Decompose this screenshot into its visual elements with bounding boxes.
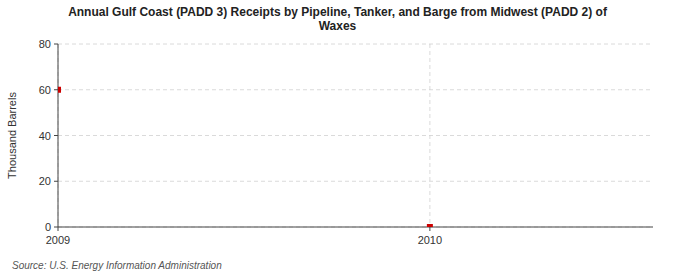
chart-title-line: Waxes — [319, 19, 357, 33]
grid-line-x — [429, 44, 430, 227]
grid-line-y — [58, 44, 653, 45]
y-tick — [54, 44, 58, 45]
data-point — [58, 87, 61, 93]
chart-title-line: Annual Gulf Coast (PADD 3) Receipts by P… — [68, 5, 608, 19]
x-tick-label: 2009 — [46, 234, 70, 246]
y-tick — [54, 227, 58, 228]
y-tick-label: 80 — [39, 38, 51, 50]
y-tick-label: 0 — [45, 221, 51, 233]
y-tick-label: 20 — [39, 175, 51, 187]
x-tick — [429, 227, 430, 231]
chart-title: Annual Gulf Coast (PADD 3) Receipts by P… — [68, 5, 608, 33]
x-tick-label: 2010 — [418, 234, 442, 246]
grid-line-y — [58, 89, 653, 90]
x-tick — [58, 227, 59, 231]
grid-line-y — [58, 227, 653, 228]
grid-line-y — [58, 181, 653, 182]
y-tick — [54, 135, 58, 136]
grid-line-y — [58, 135, 653, 136]
y-tick — [54, 89, 58, 90]
y-tick-label: 60 — [39, 84, 51, 96]
x-axis-line — [58, 227, 653, 228]
y-axis-label: Thousand Barrels — [6, 92, 18, 179]
source-note: Source: U.S. Energy Information Administ… — [12, 260, 222, 271]
data-points — [58, 87, 433, 227]
axes: 0 20 40 60 80 2009 2010 — [39, 38, 653, 246]
chart-svg: Annual Gulf Coast (PADD 3) Receipts by P… — [0, 0, 675, 275]
y-tick-label: 40 — [39, 130, 51, 142]
data-point — [427, 224, 433, 227]
y-tick — [54, 181, 58, 182]
chart-container: Annual Gulf Coast (PADD 3) Receipts by P… — [0, 0, 675, 275]
grid — [58, 44, 653, 227]
